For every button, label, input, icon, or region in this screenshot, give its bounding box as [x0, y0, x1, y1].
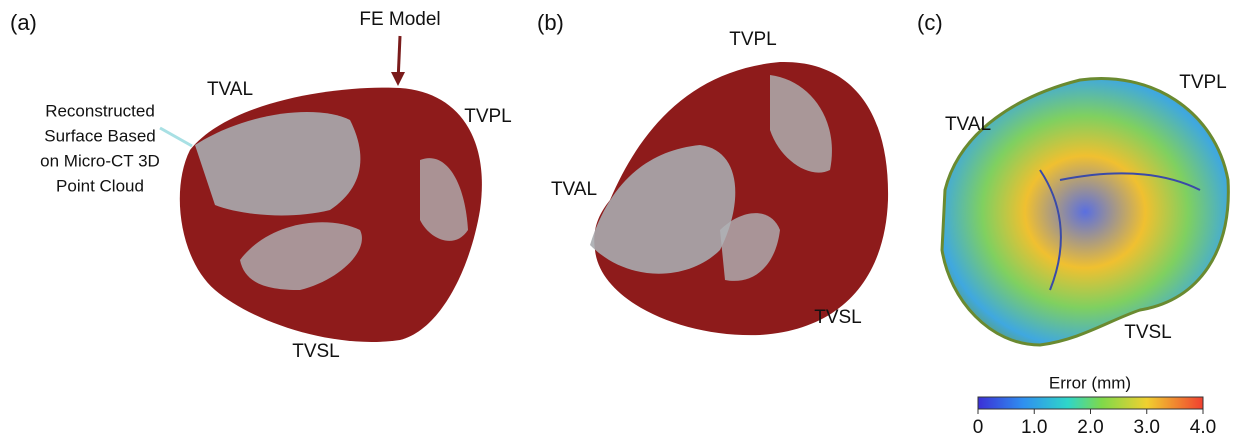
valve-render-b — [590, 62, 888, 335]
annotation: Reconstructed — [45, 101, 155, 120]
panel-label: (c) — [917, 10, 943, 35]
colorbar — [978, 397, 1203, 409]
leaflet-label: TVPL — [1179, 72, 1227, 93]
colorbar-title: Error (mm) — [1049, 373, 1131, 392]
leaflet-label: TVSL — [1124, 322, 1172, 343]
leaflet-label: TVAL — [945, 114, 991, 135]
annotation: on Micro-CT 3D — [40, 151, 160, 170]
panel-label: (a) — [10, 10, 37, 35]
leaflet-label: TVPL — [464, 106, 512, 127]
annotation: Surface Based — [44, 126, 156, 145]
leaflet-label: TVSL — [292, 341, 340, 362]
leaflet-label: TVSL — [814, 307, 862, 328]
figure: (a) FE Model Reconstructed Surface Based… — [0, 0, 1244, 440]
colorbar-tick-label: 4.0 — [1190, 417, 1216, 438]
annotation: FE Model — [359, 9, 440, 30]
colorbar-tick-label: 3.0 — [1134, 417, 1160, 438]
colorbar-tick-label: 2.0 — [1077, 417, 1103, 438]
leaflet-label: TVAL — [207, 79, 253, 100]
leaflet-label: TVAL — [551, 179, 597, 200]
annotation: Point Cloud — [56, 176, 144, 195]
panel-label: (b) — [537, 10, 564, 35]
colorbar-tick-label: 1.0 — [1021, 417, 1047, 438]
colorbar-tick-label: 0 — [973, 417, 984, 438]
leaflet-label: TVPL — [729, 29, 777, 50]
